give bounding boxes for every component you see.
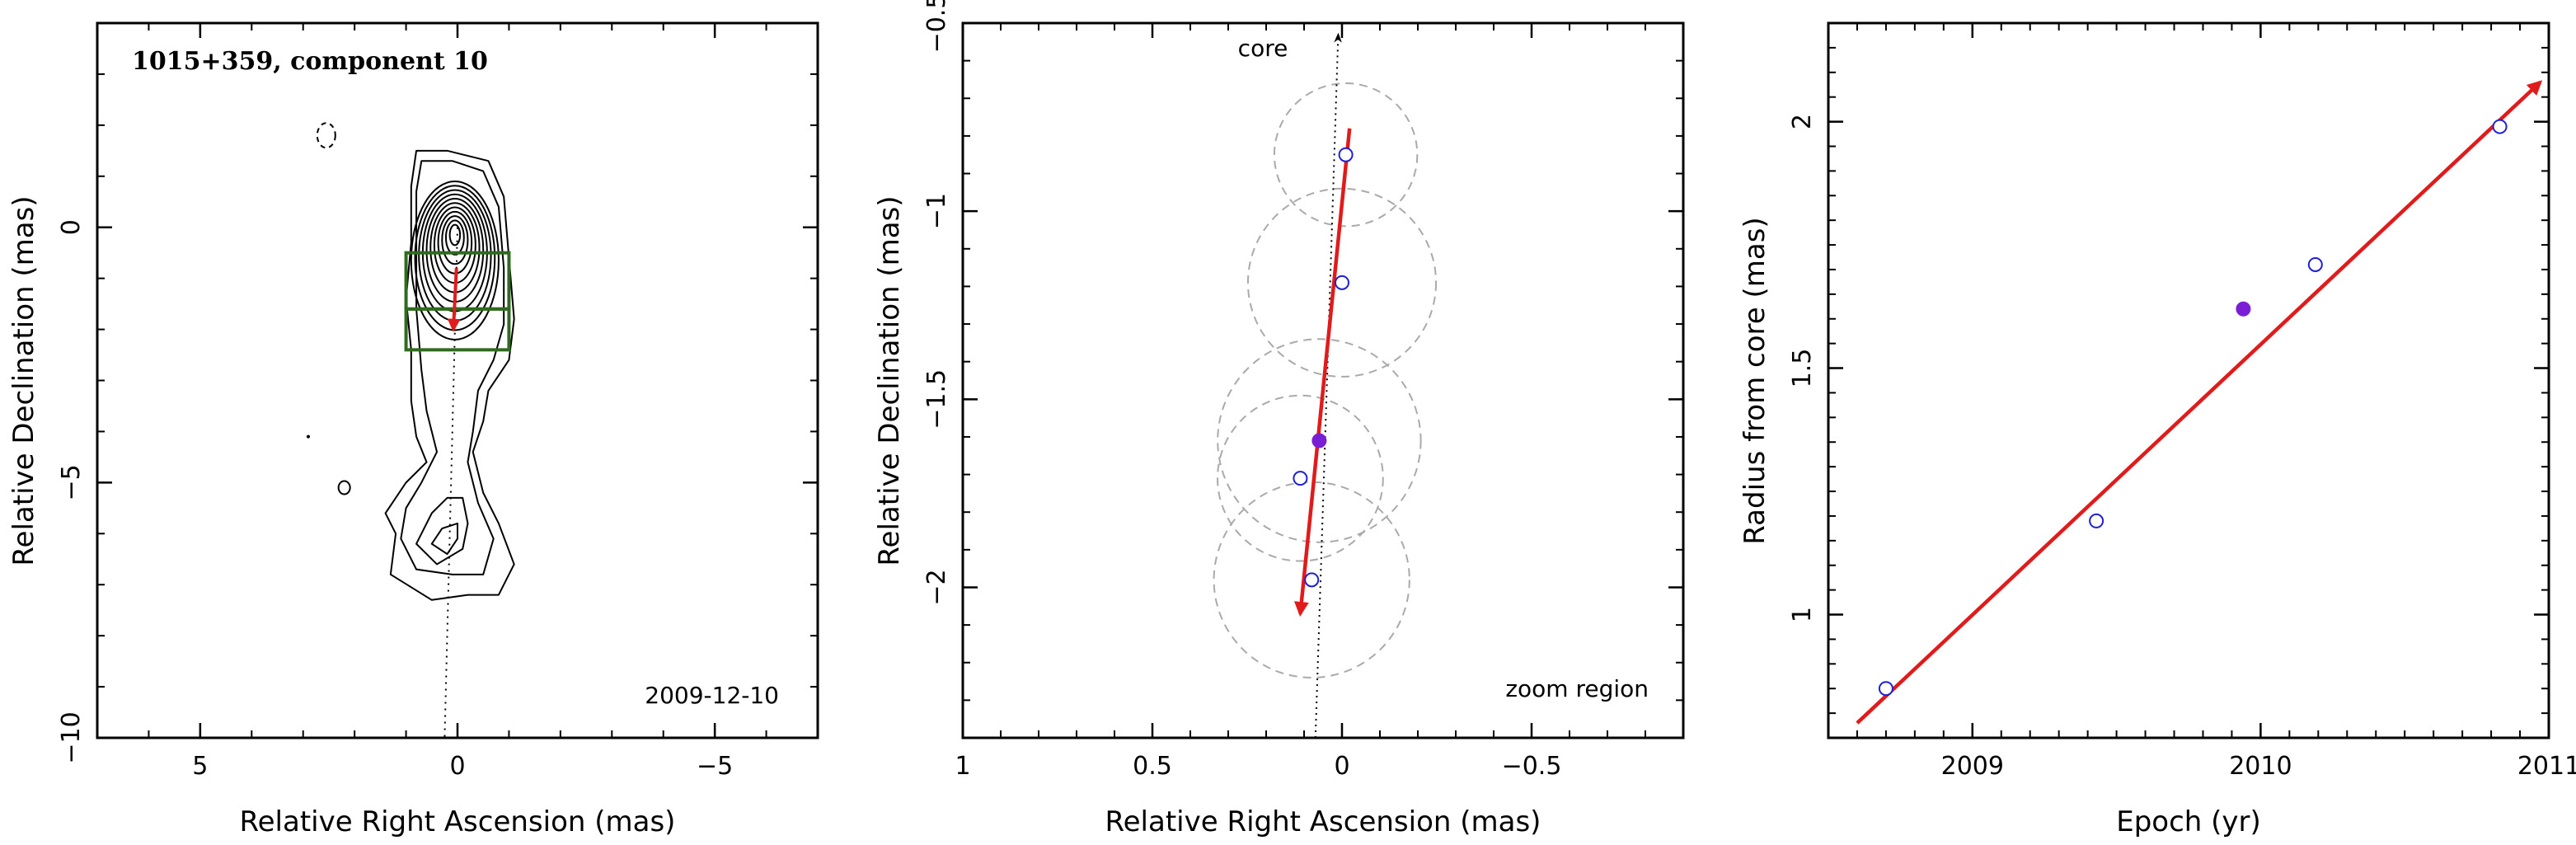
- panel-radius-vs-epoch: 2009 2010 2011 1 1.5 2 Epoch (yr) Radius from…: [1738, 21, 2576, 838]
- x-tick-label: 2009: [1941, 752, 2004, 781]
- fit-line: [1856, 80, 2543, 725]
- panel1-frame: [96, 21, 819, 739]
- component-size-circle: [1273, 82, 1419, 228]
- contour-dot: [306, 434, 310, 439]
- data-point: [2089, 513, 2104, 528]
- panel3-frame: [1827, 21, 2550, 739]
- y-tick-label: −1: [922, 193, 951, 229]
- panel2-zoom-annotation: zoom region: [1505, 675, 1649, 702]
- contour-line: [415, 496, 469, 566]
- y-tick-label: −0.5: [922, 0, 951, 53]
- core-direction-line: [1314, 32, 1342, 738]
- y-tick-label: −5: [57, 464, 86, 500]
- panel2-y-axis-label: Relative Declination (mas): [873, 195, 906, 566]
- panel2-core-label: core: [1238, 35, 1288, 62]
- data-point: [2307, 256, 2323, 272]
- panel2-x-axis-label: Relative Right Ascension (mas): [1105, 805, 1541, 838]
- panel2-plot-area: [1213, 32, 1438, 738]
- x-tick-label: 1: [955, 752, 970, 781]
- panel3-y-axis-label: Radius from core (mas): [1738, 217, 1771, 544]
- motion-arrow: [447, 268, 461, 332]
- filled-data-point: [1311, 433, 1327, 448]
- x-tick-label: 2010: [2229, 752, 2292, 781]
- contour-line: [448, 223, 462, 246]
- filled-data-point: [2236, 301, 2251, 317]
- y-tick-label: 1: [1788, 607, 1817, 622]
- contour-line: [337, 480, 351, 495]
- contour-line: [384, 149, 515, 601]
- data-point: [2492, 119, 2508, 134]
- component-size-circle: [1217, 338, 1422, 543]
- panel1-y-axis-label: Relative Declination (mas): [7, 195, 40, 566]
- panel3-plot-area: [1856, 80, 2543, 725]
- zoom-box: [404, 307, 511, 352]
- y-tick-label: −2: [922, 569, 951, 605]
- component-size-circle: [1213, 481, 1410, 678]
- panel1-date-annotation: 2009-12-10: [645, 682, 779, 709]
- component-size-circle: [1246, 187, 1438, 378]
- y-tick-label: −10: [57, 711, 86, 763]
- x-tick-label: 2011: [2517, 752, 2576, 781]
- negative-contour: [316, 122, 336, 149]
- component-size-circle: [1217, 394, 1384, 562]
- y-tick-label: 0: [57, 219, 86, 235]
- contour-line: [441, 215, 469, 265]
- data-point: [1335, 275, 1349, 290]
- x-tick-label: 0: [449, 752, 465, 781]
- data-point: [1878, 681, 1893, 697]
- panel2-frame: [961, 21, 1685, 739]
- panel-zoom-region: 1 0.5 0 −0.5 −0.5 −1 −1.5 −2 core zoom region R…: [873, 0, 1685, 838]
- y-tick-label: 2: [1788, 114, 1817, 129]
- panel-contour-map: 5 0 −5 0 −5 −10 1015+359, component 10 2009-1…: [7, 21, 819, 838]
- data-point: [1304, 572, 1320, 588]
- panel3-x-axis-label: Epoch (yr): [2116, 805, 2261, 838]
- panel1-title: 1015+359, component 10: [132, 47, 488, 76]
- contour-line: [400, 160, 505, 575]
- x-tick-label: −0.5: [1502, 752, 1562, 781]
- contour-line: [444, 219, 465, 256]
- data-point: [1338, 147, 1354, 162]
- motion-arrow: [1293, 128, 1352, 617]
- contour-line: [430, 522, 458, 556]
- y-tick-label: 1.5: [1788, 349, 1817, 388]
- x-tick-label: 0.5: [1133, 752, 1172, 781]
- x-tick-label: 5: [192, 752, 208, 781]
- data-point: [1293, 471, 1308, 486]
- panel1-plot-area: [306, 122, 515, 738]
- panel1-x-axis-label: Relative Right Ascension (mas): [240, 805, 676, 838]
- y-tick-label: −1.5: [922, 369, 951, 430]
- x-tick-label: −5: [697, 752, 733, 781]
- x-tick-label: 0: [1334, 752, 1349, 781]
